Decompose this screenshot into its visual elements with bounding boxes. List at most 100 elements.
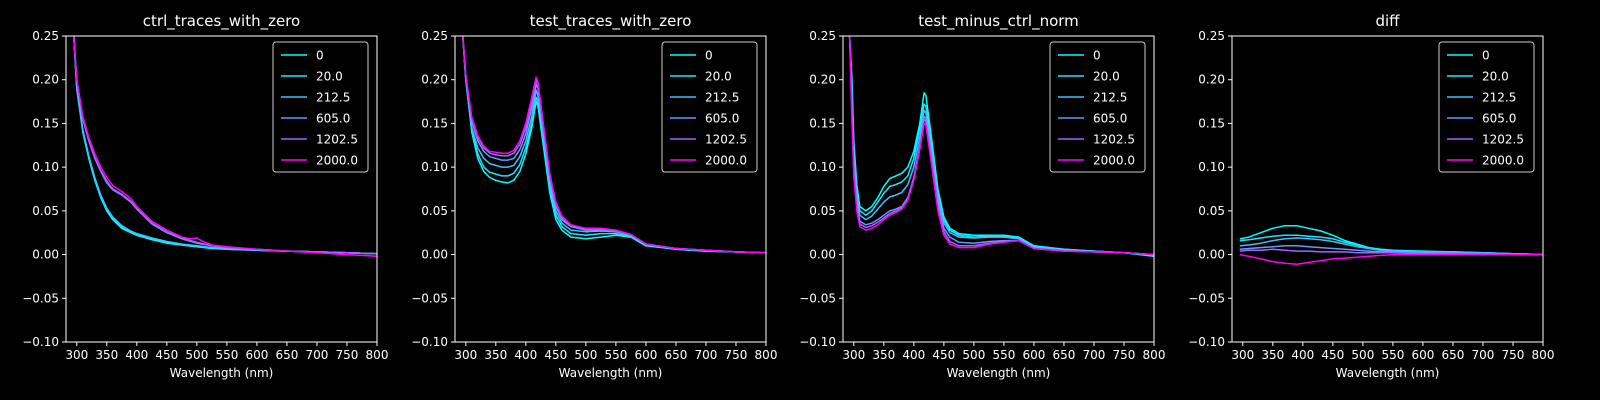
series-line-2000-0 (73, 36, 377, 258)
x-axis-label: Wavelength (nm) (559, 366, 663, 380)
series-line-2000-0 (462, 36, 766, 254)
y-tick-label: 0.00 (32, 248, 59, 262)
x-tick-label: 750 (1502, 348, 1525, 362)
y-tick-label: 0.05 (421, 204, 448, 218)
y-tick-label: 0.00 (809, 248, 836, 262)
legend-label: 212.5 (316, 91, 350, 105)
y-tick-label: 0.00 (421, 248, 448, 262)
plot-frame (842, 35, 1155, 343)
x-tick-label: 300 (65, 348, 88, 362)
y-tick-label: 0.00 (1198, 248, 1225, 262)
y-tick-label: 0.10 (32, 160, 59, 174)
x-tick-label: 350 (484, 348, 507, 362)
x-tick-label: 700 (1083, 348, 1106, 362)
y-tick-label: 0.15 (1198, 116, 1225, 130)
x-tick-label: 500 (185, 348, 208, 362)
x-tick-label: 800 (1143, 348, 1166, 362)
x-tick-label: 600 (1411, 348, 1434, 362)
y-tick-label: −0.05 (1188, 291, 1225, 305)
legend-label: 2000.0 (1093, 154, 1135, 168)
x-tick-label: 500 (962, 348, 985, 362)
legend-label: 605.0 (705, 112, 739, 126)
x-axis-label: Wavelength (nm) (947, 366, 1051, 380)
series-group (848, 36, 1154, 258)
x-tick-label: 350 (1261, 348, 1284, 362)
y-tick-label: 0.25 (32, 29, 59, 43)
chart-title: ctrl_traces_with_zero (143, 12, 300, 31)
legend-label: 605.0 (1482, 112, 1516, 126)
series-line-212-5 (848, 36, 1154, 256)
legend-label: 0 (1093, 49, 1101, 63)
x-tick-label: 700 (695, 348, 718, 362)
legend-label: 2000.0 (705, 154, 747, 168)
x-tick-label: 750 (336, 348, 359, 362)
series-group (1239, 224, 1543, 265)
y-tick-label: 0.20 (421, 73, 448, 87)
x-tick-label: 650 (1441, 348, 1464, 362)
plot-frame (65, 35, 378, 343)
x-tick-label: 300 (454, 348, 477, 362)
chart-title: diff (1375, 12, 1400, 30)
x-tick-label: 450 (1321, 348, 1344, 362)
x-tick-label: 350 (95, 348, 118, 362)
y-tick-label: 0.15 (32, 116, 59, 130)
legend-label: 605.0 (316, 112, 350, 126)
legend-label: 1202.5 (316, 133, 358, 147)
x-tick-label: 650 (1052, 348, 1075, 362)
y-tick-label: 0.25 (421, 29, 448, 43)
x-tick-label: 400 (902, 348, 925, 362)
legend-label: 212.5 (1482, 91, 1516, 105)
y-tick-label: 0.05 (809, 204, 836, 218)
legend-label: 2000.0 (1482, 154, 1524, 168)
x-tick-label: 750 (1113, 348, 1136, 362)
x-tick-label: 450 (155, 348, 178, 362)
series-line-20-0 (462, 36, 766, 254)
legend-label: 0 (705, 49, 713, 63)
x-tick-label: 800 (755, 348, 778, 362)
y-tick-label: 0.10 (809, 160, 836, 174)
y-tick-label: 0.25 (809, 29, 836, 43)
legend-label: 212.5 (1093, 91, 1127, 105)
legend-label: 0 (1482, 49, 1490, 63)
legend-label: 20.0 (1093, 70, 1120, 84)
series-line-2000-0 (1239, 253, 1543, 265)
legend-label: 20.0 (316, 70, 343, 84)
x-tick-label: 800 (366, 348, 389, 362)
x-tick-label: 400 (125, 348, 148, 362)
chart-panel-1: ctrl_traces_with_zero 300 350 400 450 500 550 6… (22, 12, 388, 380)
chart-panel-3: test_minus_ctrl_norm 300 350 400 450 500 550 60… (799, 12, 1165, 380)
x-tick-label: 500 (1351, 348, 1374, 362)
y-tick-label: 0.15 (421, 116, 448, 130)
x-axis-label: Wavelength (nm) (170, 366, 274, 380)
y-tick-label: 0.05 (1198, 204, 1225, 218)
x-tick-label: 800 (1532, 348, 1555, 362)
x-tick-label: 500 (574, 348, 597, 362)
x-tick-label: 450 (932, 348, 955, 362)
y-tick-label: −0.05 (799, 291, 836, 305)
y-tick-label: 0.20 (32, 73, 59, 87)
x-tick-label: 600 (1022, 348, 1045, 362)
x-tick-label: 700 (306, 348, 329, 362)
x-tick-label: 300 (842, 348, 865, 362)
y-tick-label: −0.05 (22, 291, 59, 305)
plot-frame (1231, 35, 1544, 343)
legend-label: 0 (316, 49, 324, 63)
legend-label: 605.0 (1093, 112, 1127, 126)
y-tick-label: 0.05 (32, 204, 59, 218)
chart-panel-2: test_traces_with_zero 300 350 400 450 500 550 6… (411, 12, 777, 380)
x-tick-label: 350 (872, 348, 895, 362)
series-line-0 (848, 36, 1154, 258)
x-tick-label: 650 (275, 348, 298, 362)
x-tick-label: 750 (725, 348, 748, 362)
y-tick-label: 0.20 (809, 73, 836, 87)
series-line-20-0 (848, 36, 1154, 256)
legend-label: 2000.0 (316, 154, 358, 168)
x-tick-label: 300 (1231, 348, 1254, 362)
x-tick-label: 450 (544, 348, 567, 362)
legend-label: 20.0 (1482, 70, 1509, 84)
y-tick-label: −0.10 (1188, 335, 1225, 349)
series-group (462, 36, 766, 254)
y-tick-label: −0.10 (22, 335, 59, 349)
